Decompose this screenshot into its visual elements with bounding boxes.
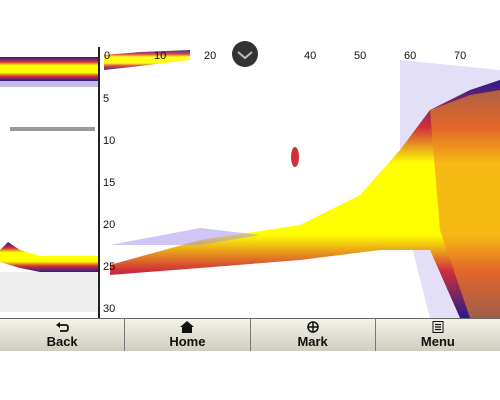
depth-label: 30 [103, 303, 115, 315]
left-history [0, 57, 98, 312]
back-icon [56, 322, 70, 332]
home-icon [180, 321, 195, 333]
button-label: Home [169, 334, 206, 349]
depth-label: 15 [103, 177, 115, 189]
range-label: 60 [404, 50, 416, 62]
scale-icon [232, 41, 258, 67]
button-label: Back [46, 334, 78, 349]
range-label: 10 [154, 50, 166, 62]
back-button[interactable]: Back [0, 319, 126, 351]
menu-icon [432, 321, 444, 333]
menu-button[interactable]: Menu [375, 319, 500, 351]
sonar-view: 0 10 20 40 50 60 70 5 10 15 20 25 30 [0, 41, 500, 318]
mark-icon [306, 321, 319, 333]
button-label: Mark [297, 334, 328, 349]
depth-label: 25 [103, 261, 115, 273]
range-label: 0 [104, 50, 110, 62]
range-label: 40 [304, 50, 316, 62]
depth-label: 5 [103, 93, 109, 105]
button-label: Menu [420, 334, 455, 349]
range-label: 70 [454, 50, 466, 62]
sonar-returns [104, 50, 500, 318]
range-label: 50 [354, 50, 366, 62]
mark-button[interactable]: Mark [250, 319, 376, 351]
home-button[interactable]: Home [125, 319, 251, 351]
depth-label: 20 [103, 219, 115, 231]
range-label: 20 [204, 50, 216, 62]
depth-label: 10 [103, 135, 115, 147]
button-bar: Back Home Mark Menu [0, 318, 500, 351]
